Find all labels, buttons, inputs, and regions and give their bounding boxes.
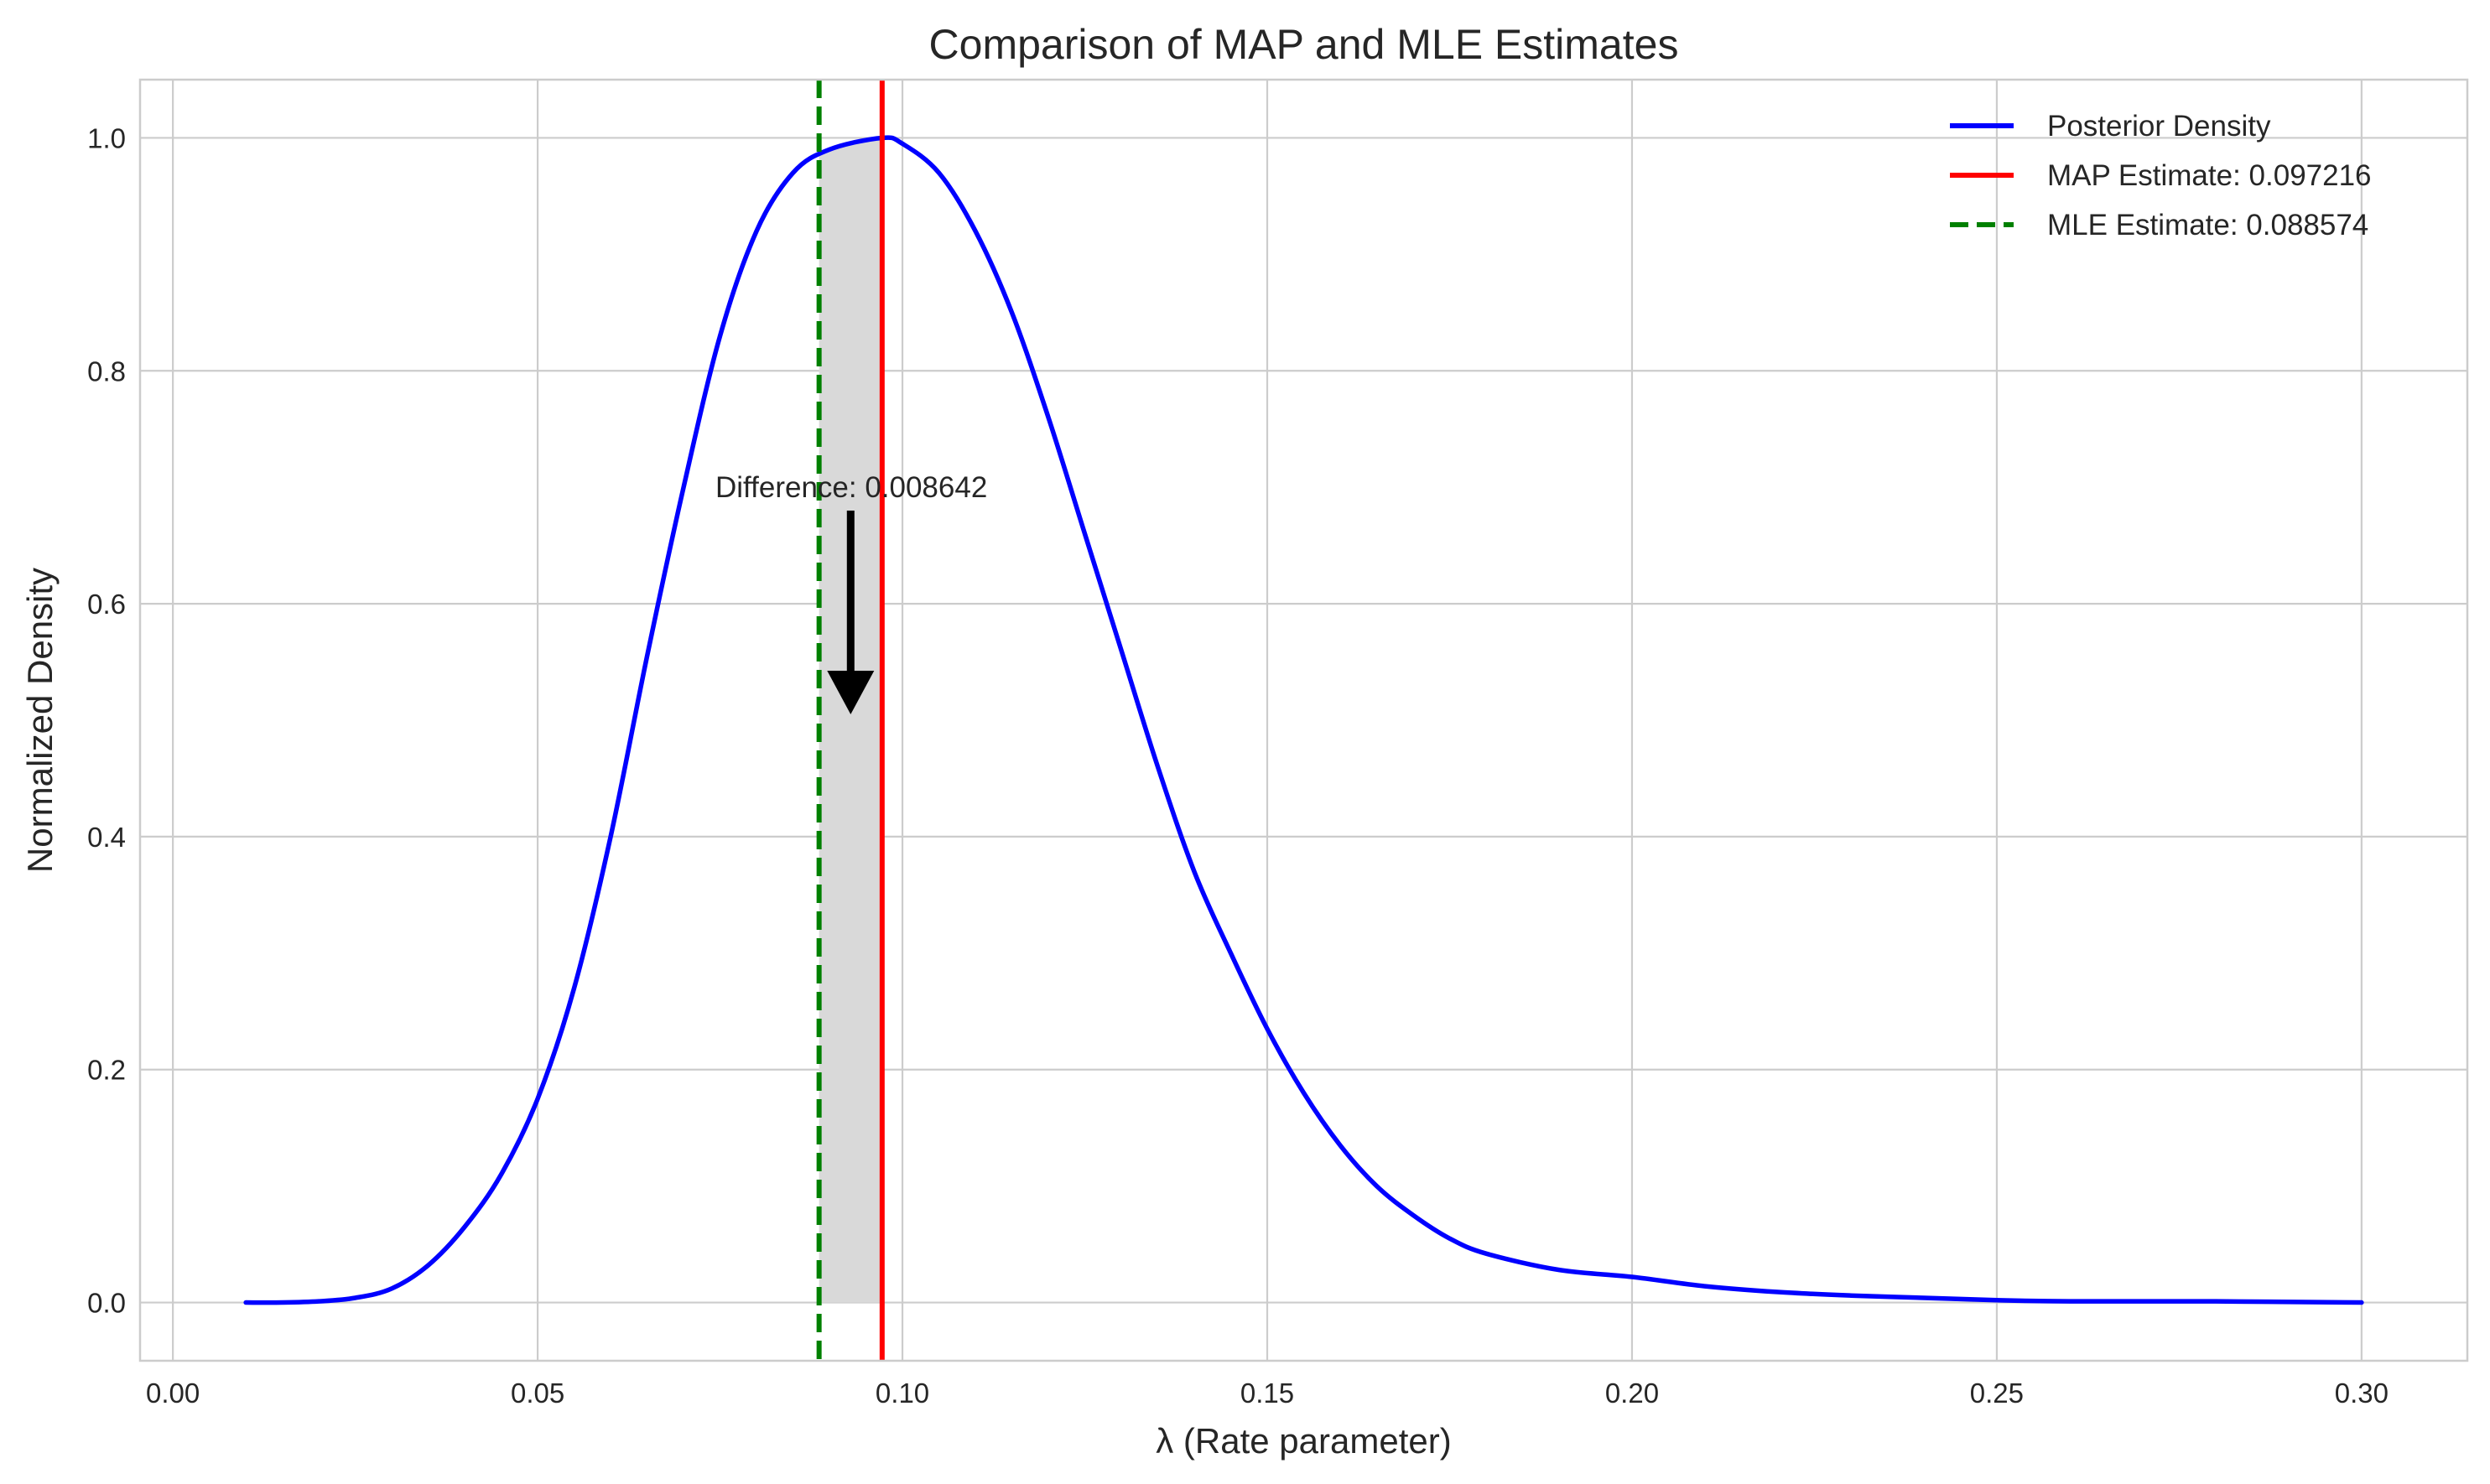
x-tick-label: 0.10 xyxy=(876,1378,929,1409)
x-tick-label: 0.30 xyxy=(2335,1378,2389,1409)
chart-title: Comparison of MAP and MLE Estimates xyxy=(929,21,1679,68)
legend-entry-label: MAP Estimate: 0.097216 xyxy=(2047,159,2372,192)
legend: Posterior Density MAP Estimate: 0.097216 M… xyxy=(1950,110,2372,241)
x-tick-label: 0.25 xyxy=(1970,1378,2024,1409)
series-layer xyxy=(243,80,2364,1361)
y-tick-label: 0.4 xyxy=(87,822,126,853)
plot-frame xyxy=(138,78,2469,1362)
y-tick-label: 0.6 xyxy=(87,589,126,620)
legend-entry-label: MLE Estimate: 0.088574 xyxy=(2047,209,2368,241)
x-tick-label: 0.05 xyxy=(511,1378,564,1409)
y-axis-label: Normalized Density xyxy=(20,568,60,873)
posterior-density-line xyxy=(243,135,2364,1305)
y-tick-label: 1.0 xyxy=(87,122,126,153)
y-tick-label: 0.8 xyxy=(87,355,126,387)
y-tick-label: 0.2 xyxy=(87,1055,126,1086)
x-axis-label: λ (Rate parameter) xyxy=(1156,1421,1451,1461)
tick-labels: 0.00 0.05 0.10 0.15 0.20 0.25 0.30 0.0 0.2 0.4 0.6… xyxy=(87,122,2389,1409)
x-tick-label: 0.00 xyxy=(146,1378,200,1409)
legend-entry-label: Posterior Density xyxy=(2047,110,2271,143)
difference-annotation-text: Difference: 0.008642 xyxy=(715,471,987,504)
x-tick-label: 0.15 xyxy=(1240,1378,1294,1409)
y-tick-label: 0.0 xyxy=(87,1288,126,1319)
annotation: Difference: 0.008642 xyxy=(715,471,987,715)
difference-shading xyxy=(819,138,882,1303)
grid xyxy=(140,80,2467,1361)
shaded-region xyxy=(819,138,882,1303)
x-tick-label: 0.20 xyxy=(1605,1378,1659,1409)
annotation-arrow-head xyxy=(827,671,875,715)
